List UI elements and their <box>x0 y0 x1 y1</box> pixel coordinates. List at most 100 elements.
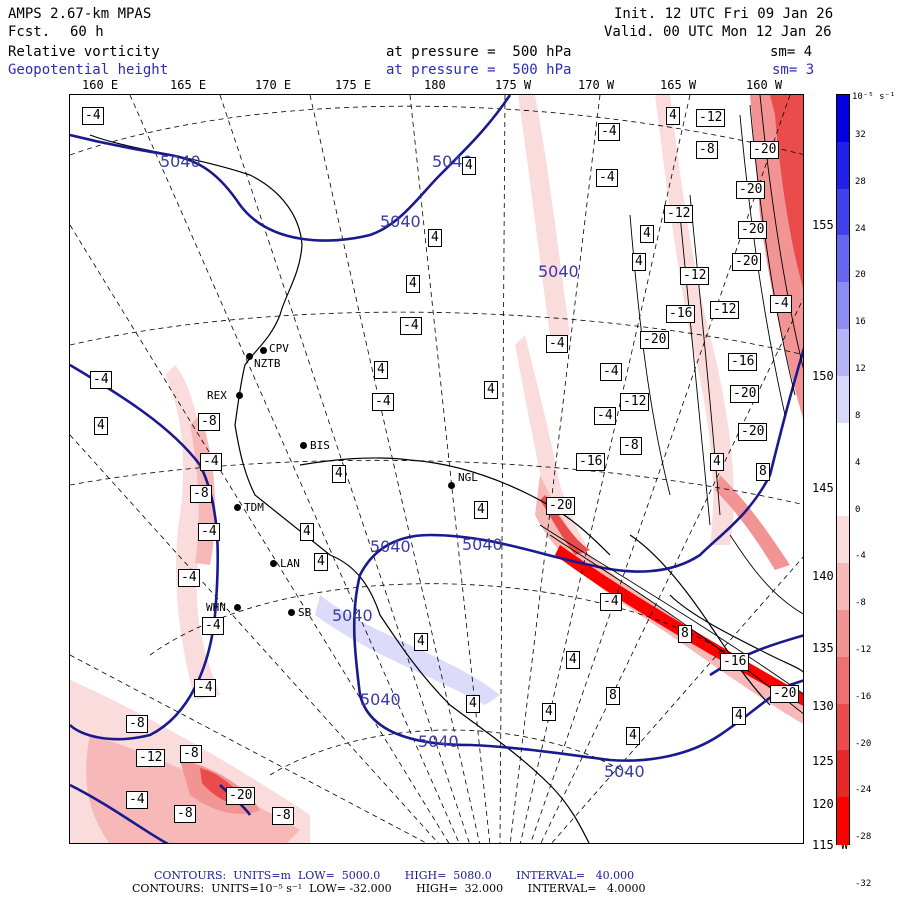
colorbar-cell <box>837 563 849 611</box>
vorticity-label: 4 <box>640 225 654 243</box>
colorbar-cell <box>837 329 849 377</box>
vorticity-label: -20 <box>730 385 760 403</box>
station-label: SB <box>298 606 312 619</box>
field1-name: Relative vorticity <box>8 44 160 60</box>
vorticity-label: -4 <box>594 407 616 425</box>
height-label: 5040 <box>360 690 401 709</box>
vorticity-label: -8 <box>126 715 148 733</box>
vorticity-label: 4 <box>632 253 646 271</box>
station-label: CPV <box>269 342 289 355</box>
vorticity-label: 4 <box>374 361 388 379</box>
colorbar-cell <box>837 235 849 283</box>
vorticity-label: -4 <box>202 617 224 635</box>
vorticity-label: -4 <box>194 679 216 697</box>
vorticity-label: -12 <box>136 749 166 767</box>
init-time: Init. 12 UTC Fri 09 Jan 26 <box>614 6 834 22</box>
colorbar-cell <box>837 656 849 705</box>
colorbar-tick-label: 28 <box>855 176 866 187</box>
vorticity-label: 4 <box>732 707 746 725</box>
field2-pressure: at pressure = 500 hPa <box>386 62 572 78</box>
colorbar-cell <box>837 95 849 143</box>
station-marker <box>234 504 241 511</box>
lat-label: 115 W <box>812 838 849 852</box>
colorbar-cell <box>837 375 849 424</box>
vorticity-label: 4 <box>414 633 428 651</box>
colorbar <box>836 94 850 845</box>
vorticity-label: 4 <box>428 229 442 247</box>
vorticity-label: -4 <box>600 593 622 611</box>
vorticity-label: -12 <box>696 109 726 127</box>
vorticity-label: -20 <box>738 221 768 239</box>
forecast-label: Fcst. <box>8 24 51 40</box>
colorbar-cell <box>837 469 849 517</box>
colorbar-tick-label: 24 <box>855 223 866 234</box>
vorticity-label: 8 <box>678 625 692 643</box>
height-label: 5040 <box>370 537 411 556</box>
vorticity-label: -16 <box>576 453 606 471</box>
valid-time: Valid. 00 UTC Mon 12 Jan 26 <box>604 24 832 40</box>
lon-label: 160 W <box>746 78 783 92</box>
station-label: NZTB <box>254 357 281 370</box>
vorticity-label: 4 <box>474 501 488 519</box>
vorticity-label: 4 <box>406 275 420 293</box>
vorticity-label: 8 <box>606 687 620 705</box>
colorbar-tick-label: 4 <box>855 457 861 468</box>
vorticity-label: -20 <box>750 141 780 159</box>
vorticity-label: -16 <box>666 305 696 323</box>
colorbar-tick-label: 12 <box>855 364 866 375</box>
vorticity-label: 4 <box>542 703 556 721</box>
station-label: NGL <box>458 471 478 484</box>
height-label: 5040 <box>380 212 421 231</box>
map-panel[interactable]: 5040 5040 5040 5040 5040 5040 5040 5040 … <box>69 94 804 844</box>
colorbar-tick-label: 20 <box>855 270 866 281</box>
colorbar-tick-label: -28 <box>855 832 872 843</box>
vorticity-label: -4 <box>372 393 394 411</box>
height-label: 5040 <box>160 152 201 171</box>
coastline <box>89 134 803 843</box>
station-label: REX <box>207 389 227 402</box>
vorticity-label: 4 <box>710 453 724 471</box>
station-marker <box>260 347 267 354</box>
height-label: 5040 <box>538 262 579 281</box>
colorbar-tick-label: -24 <box>855 785 872 796</box>
vorticity-label: -4 <box>400 317 422 335</box>
station-marker <box>246 353 253 360</box>
vorticity-label: -20 <box>640 331 670 349</box>
colorbar-cell <box>837 422 849 470</box>
colorbar-tick-label: 8 <box>855 410 861 421</box>
field2-smoothing: sm= 3 <box>772 62 815 78</box>
vorticity-label: -4 <box>126 791 148 809</box>
height-label: 5040 <box>462 535 503 554</box>
vorticity-label: 4 <box>332 465 346 483</box>
lon-label: 170 W <box>578 78 615 92</box>
footer-vorticity-contours: CONTOURS: UNITS=10⁻⁵ s⁻¹ LOW= -32.000 HI… <box>132 882 646 895</box>
graticule <box>70 95 803 843</box>
lon-label: 175 W <box>495 78 532 92</box>
vorticity-label: -8 <box>272 807 294 825</box>
colorbar-tick-label: -12 <box>855 644 872 655</box>
vorticity-label: -16 <box>728 353 758 371</box>
lon-label: 165 E <box>170 78 207 92</box>
vorticity-label: 4 <box>466 695 480 713</box>
vorticity-label: -4 <box>770 295 792 313</box>
colorbar-tick-label: -4 <box>855 551 866 562</box>
station-marker <box>270 560 277 567</box>
station-marker <box>448 482 455 489</box>
lon-label: 160 E <box>82 78 119 92</box>
colorbar-tick-label: -20 <box>855 738 872 749</box>
station-marker <box>234 604 241 611</box>
station-label: WHN <box>206 601 226 614</box>
vorticity-label: 4 <box>462 157 476 175</box>
vorticity-label: 4 <box>566 651 580 669</box>
vorticity-label: 8 <box>756 463 770 481</box>
station-label: LAN <box>280 557 300 570</box>
vorticity-label: -4 <box>178 569 200 587</box>
vorticity-label: -12 <box>710 301 740 319</box>
vorticity-label: -4 <box>82 107 104 125</box>
vorticity-label: 4 <box>666 107 680 125</box>
colorbar-cell <box>837 703 849 751</box>
vorticity-label: -12 <box>664 205 694 223</box>
vorticity-label: -4 <box>546 335 568 353</box>
vorticity-label: 4 <box>484 381 498 399</box>
vorticity-label: -4 <box>90 371 112 389</box>
